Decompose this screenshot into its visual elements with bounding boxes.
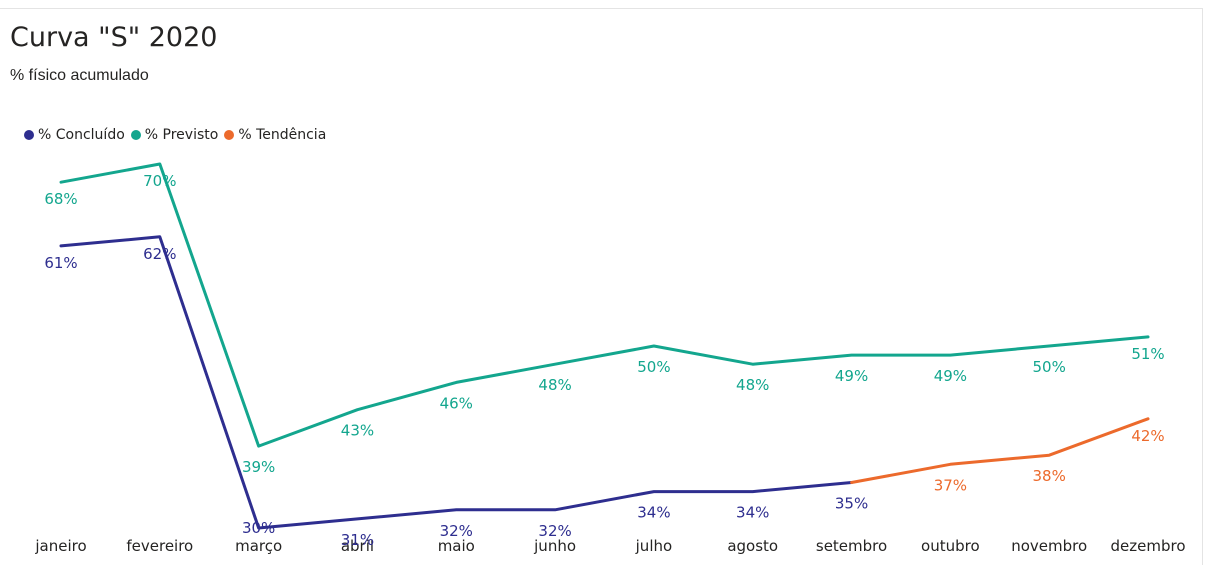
data-label-previsto-março: 39% xyxy=(242,458,275,476)
data-label-previsto-janeiro: 68% xyxy=(44,190,77,208)
data-label-tendencia-dezembro: 42% xyxy=(1131,427,1164,445)
legend-label-concluido: % Concluído xyxy=(38,127,125,143)
data-label-concluido-abril: 31% xyxy=(341,531,374,549)
data-label-concluido-agosto: 34% xyxy=(736,504,769,522)
x-tick-label-agosto: agosto xyxy=(727,537,778,555)
data-label-previsto-fevereiro: 70% xyxy=(143,172,176,190)
legend-dot-tendencia xyxy=(224,130,235,140)
x-tick-label-janeiro: janeiro xyxy=(34,537,86,555)
legend-dot-concluido xyxy=(24,130,34,140)
legend-dot-previsto xyxy=(130,130,141,140)
data-label-concluido-junho: 32% xyxy=(538,522,571,540)
data-label-concluido-setembro: 35% xyxy=(835,495,868,513)
x-tick-label-março: março xyxy=(235,537,282,555)
data-label-previsto-junho: 48% xyxy=(538,376,571,394)
x-tick-label-junho: junho xyxy=(533,537,576,555)
data-label-concluido-janeiro: 61% xyxy=(44,254,77,272)
legend-item-tendencia[interactable]: % Tendência xyxy=(224,127,326,143)
x-tick-label-novembro: novembro xyxy=(1011,537,1087,555)
legend-label-tendencia: % Tendência xyxy=(238,127,327,143)
chart-subtitle: % físico acumulado xyxy=(10,67,149,84)
data-label-concluido-fevereiro: 62% xyxy=(143,245,176,263)
series-line-concluido xyxy=(59,235,854,530)
series-line-previsto xyxy=(59,162,1150,448)
data-label-previsto-maio: 46% xyxy=(440,394,473,412)
x-tick-label-dezembro: dezembro xyxy=(1111,537,1186,555)
x-tick-label-outubro: outubro xyxy=(921,537,980,555)
chart-title: Curva "S" 2020 xyxy=(10,22,218,53)
data-label-previsto-abril: 43% xyxy=(341,422,374,440)
data-label-concluido-maio: 32% xyxy=(440,522,473,540)
x-tick-label-julho: julho xyxy=(635,537,673,555)
legend: % Concluído % Previsto % Tendência xyxy=(24,127,332,143)
series-line-tendencia xyxy=(850,417,1150,484)
data-label-previsto-setembro: 49% xyxy=(835,367,868,385)
legend-item-concluido[interactable]: % Concluído xyxy=(24,127,125,143)
data-label-previsto-outubro: 49% xyxy=(934,367,967,385)
data-label-tendencia-outubro: 37% xyxy=(934,476,967,494)
legend-label-previsto: % Previsto xyxy=(144,127,219,143)
data-label-tendencia-novembro: 38% xyxy=(1033,467,1066,485)
x-tick-label-fevereiro: fevereiro xyxy=(126,537,193,555)
data-label-concluido-março: 30% xyxy=(242,519,275,537)
legend-item-previsto[interactable]: % Previsto xyxy=(130,127,219,143)
data-label-previsto-novembro: 50% xyxy=(1033,358,1066,376)
chart-card xyxy=(0,8,1203,565)
data-label-concluido-julho: 34% xyxy=(637,504,670,522)
data-label-previsto-julho: 50% xyxy=(637,358,670,376)
data-label-previsto-agosto: 48% xyxy=(736,376,769,394)
x-tick-label-maio: maio xyxy=(438,537,475,555)
data-label-previsto-dezembro: 51% xyxy=(1131,345,1164,363)
x-tick-label-setembro: setembro xyxy=(816,537,887,555)
x-tick-label-abril: abril xyxy=(341,537,374,555)
